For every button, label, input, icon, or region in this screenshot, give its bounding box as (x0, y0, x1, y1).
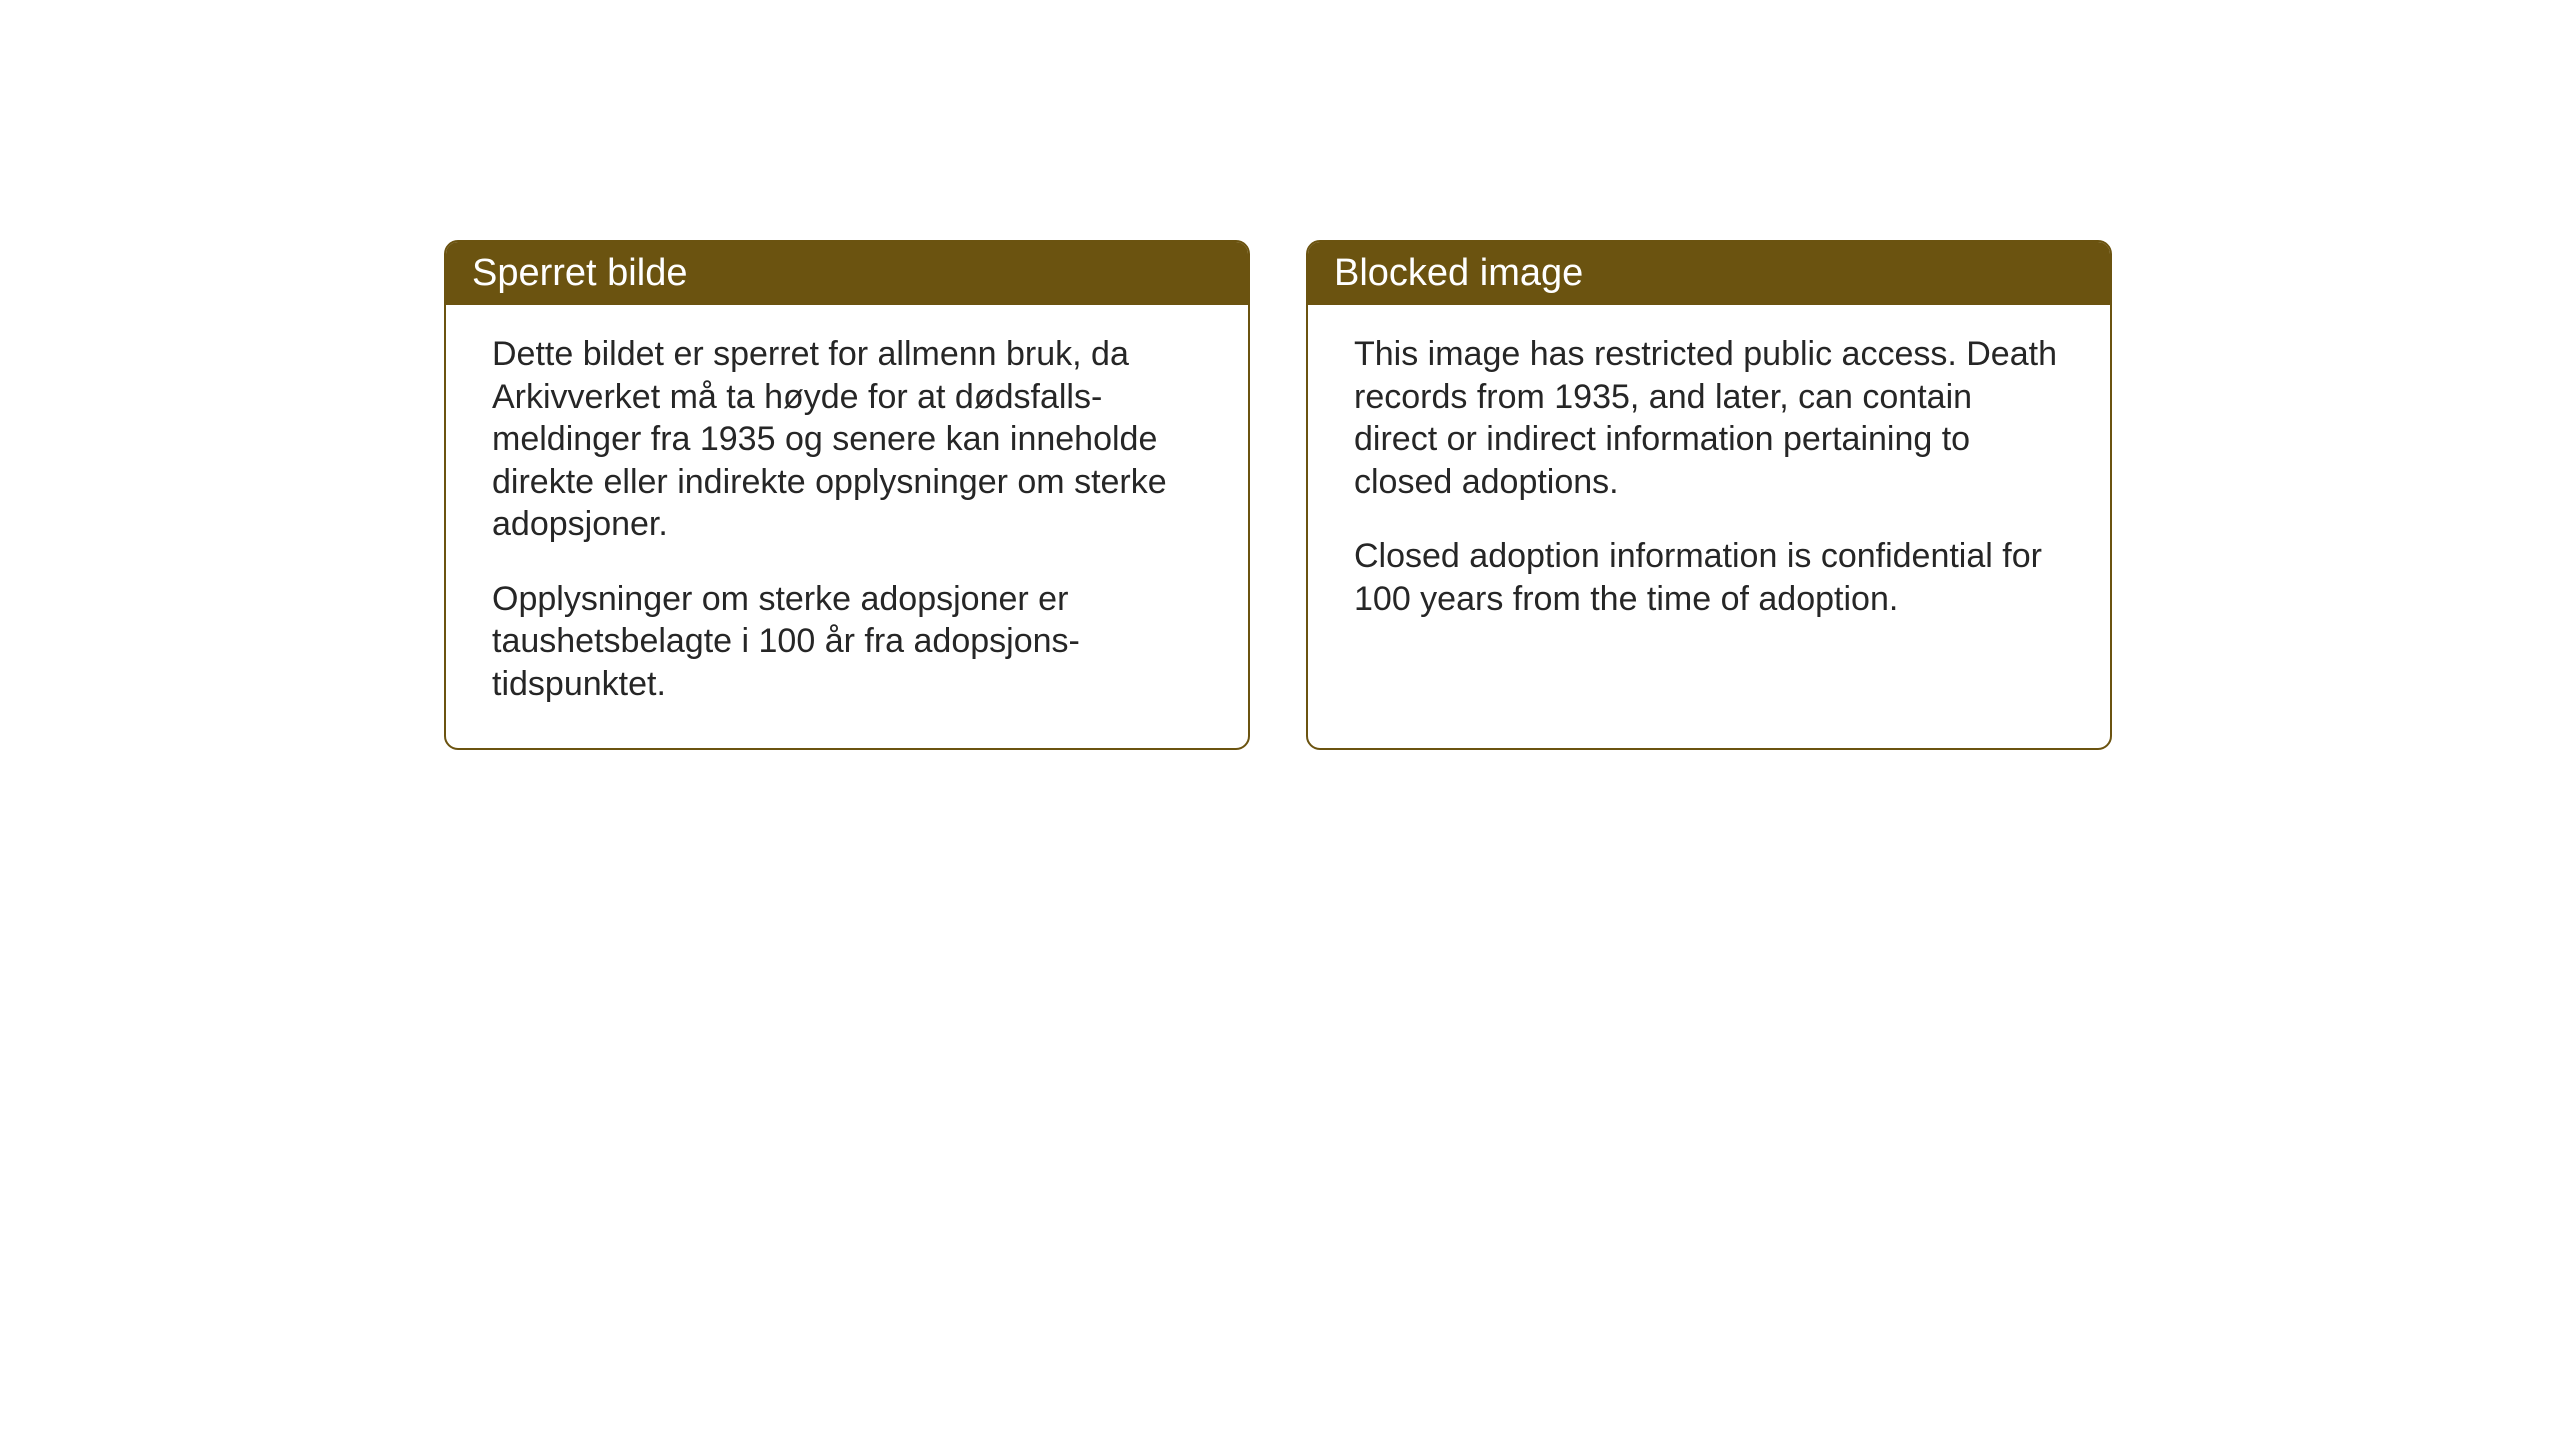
notice-body-english: This image has restricted public access.… (1308, 305, 2110, 660)
notice-paragraph: Dette bildet er sperret for allmenn bruk… (492, 333, 1202, 546)
notice-header-english: Blocked image (1308, 242, 2110, 305)
notice-paragraph: Closed adoption information is confident… (1354, 535, 2064, 620)
notice-paragraph: This image has restricted public access.… (1354, 333, 2064, 503)
notice-body-norwegian: Dette bildet er sperret for allmenn bruk… (446, 305, 1248, 745)
notice-card-english: Blocked image This image has restricted … (1306, 240, 2112, 750)
notice-paragraph: Opplysninger om sterke adopsjoner er tau… (492, 578, 1202, 706)
notice-header-norwegian: Sperret bilde (446, 242, 1248, 305)
notice-card-norwegian: Sperret bilde Dette bildet er sperret fo… (444, 240, 1250, 750)
notice-container: Sperret bilde Dette bildet er sperret fo… (0, 0, 2560, 750)
